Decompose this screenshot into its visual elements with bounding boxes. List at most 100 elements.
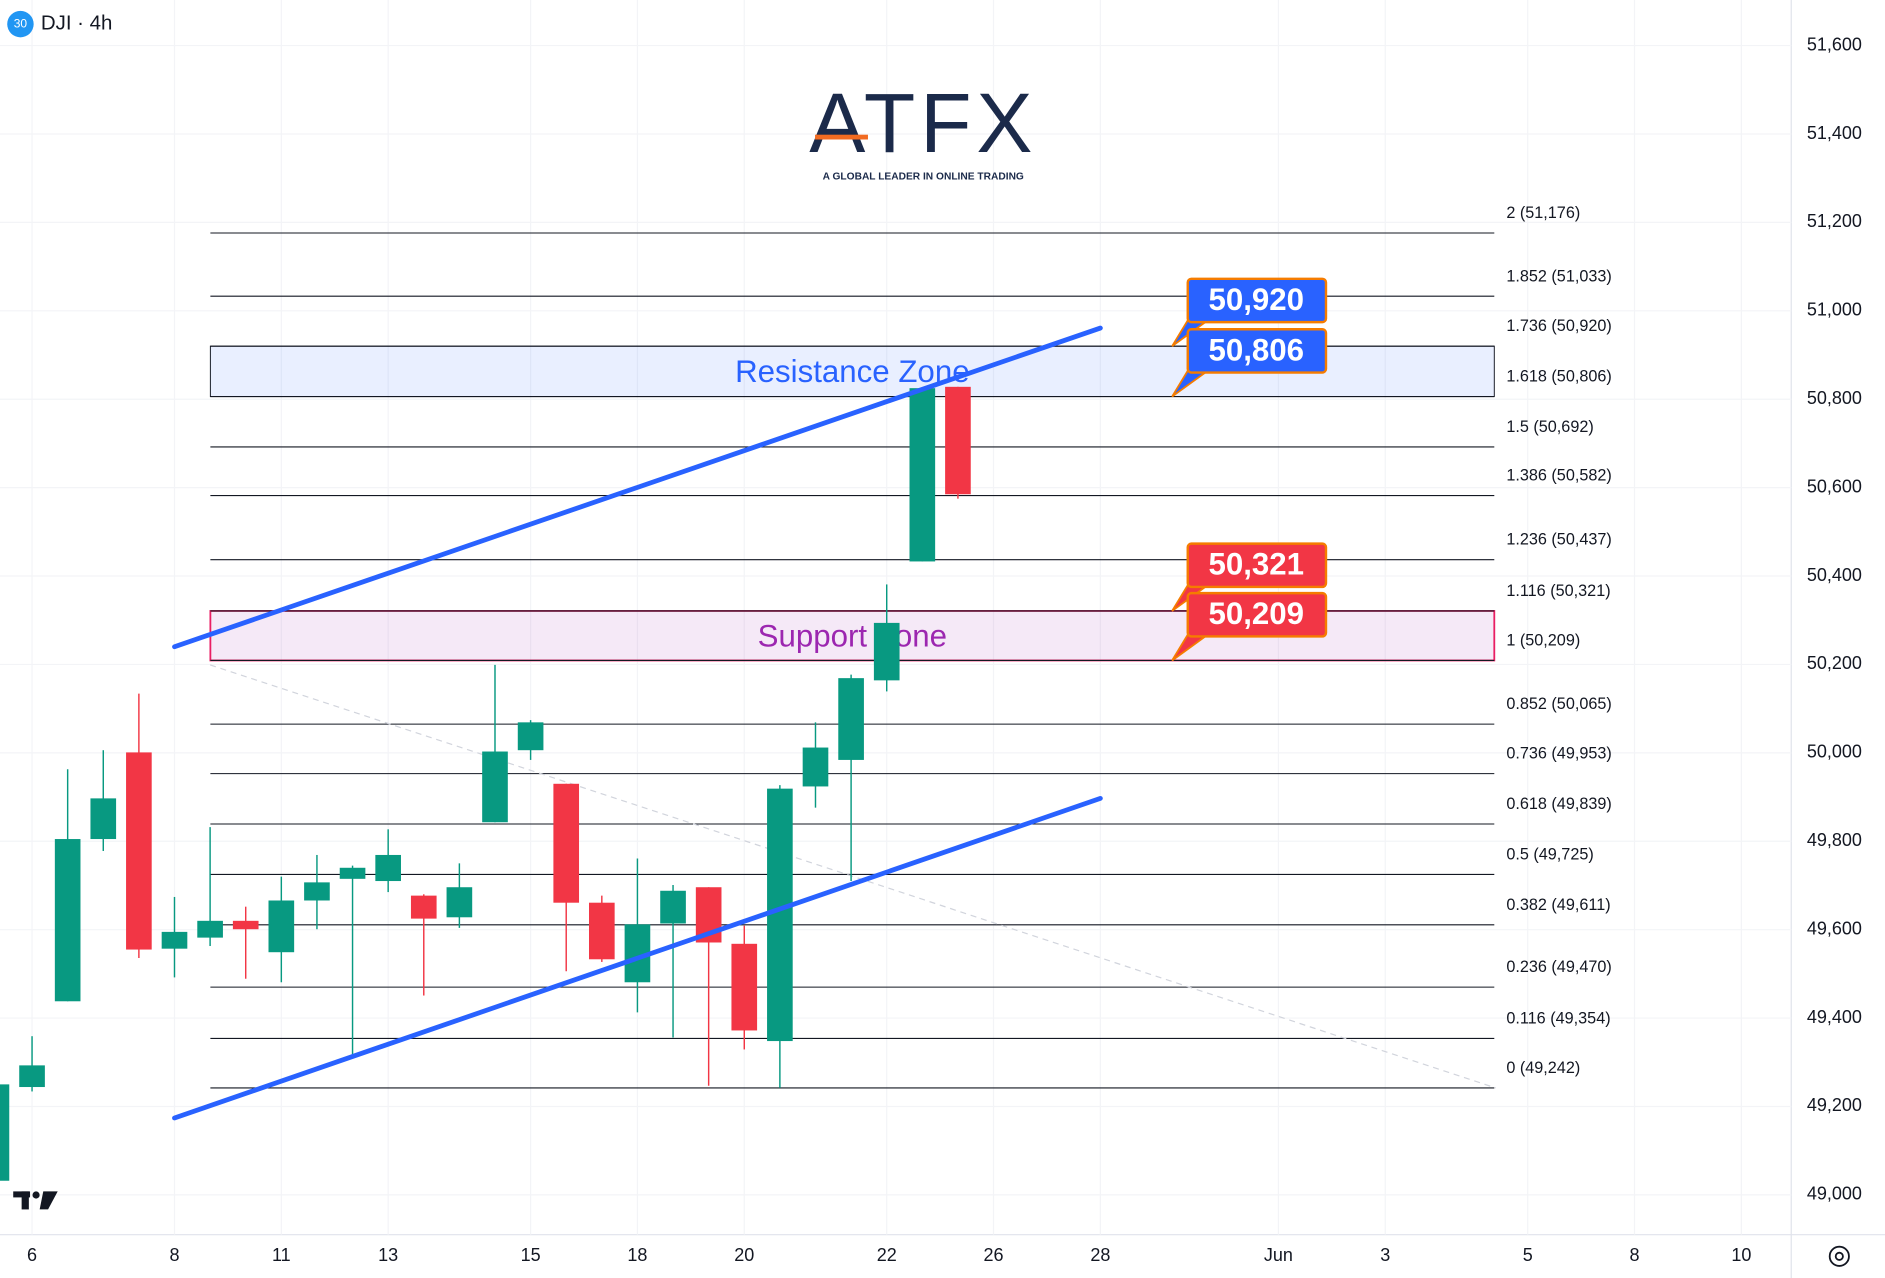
callout-label: 50,806 bbox=[1208, 332, 1304, 367]
candle-body bbox=[232, 920, 259, 930]
x-tick-label: 18 bbox=[627, 1245, 647, 1265]
fib-label: 0.5 (49,725) bbox=[1506, 845, 1593, 863]
callout-label: 50,321 bbox=[1208, 547, 1304, 582]
y-tick-label: 50,600 bbox=[1807, 476, 1862, 496]
y-tick-label: 50,800 bbox=[1807, 388, 1862, 408]
fib-label: 0.736 (49,953) bbox=[1506, 745, 1612, 763]
fib-label: 1.736 (50,920) bbox=[1506, 317, 1612, 335]
logo-tagline: A GLOBAL LEADER IN ONLINE TRADING bbox=[823, 171, 1024, 182]
trend-line bbox=[172, 325, 1103, 650]
fib-label: 2 (51,176) bbox=[1506, 204, 1580, 222]
callout-label: 50,920 bbox=[1208, 282, 1304, 317]
candle-body bbox=[90, 798, 117, 840]
candle-body bbox=[446, 887, 473, 918]
fib-label: 1.236 (50,437) bbox=[1506, 531, 1612, 549]
logo: ATFX bbox=[809, 76, 1037, 170]
trend-line bbox=[172, 795, 1103, 1121]
zone-label: Resistance Zone bbox=[735, 354, 970, 389]
logo-part bbox=[21, 1191, 29, 1210]
candle-body bbox=[767, 788, 793, 1042]
candle-body bbox=[19, 1065, 45, 1088]
candle-body bbox=[126, 752, 152, 950]
x-tick-label: Jun bbox=[1264, 1245, 1293, 1265]
x-tick-label: 28 bbox=[1090, 1245, 1110, 1265]
fib-label: 0.618 (49,839) bbox=[1506, 795, 1612, 813]
x-tick-label: 6 bbox=[27, 1245, 37, 1265]
candle-body bbox=[161, 931, 188, 949]
candle-body bbox=[268, 900, 295, 953]
y-tick-label: 51,400 bbox=[1807, 123, 1862, 143]
y-tick-label: 49,600 bbox=[1807, 918, 1862, 938]
candle-body bbox=[945, 386, 971, 495]
candle-body bbox=[339, 867, 366, 879]
y-tick-label: 51,200 bbox=[1807, 211, 1862, 231]
y-tick-label: 50,400 bbox=[1807, 565, 1862, 585]
dashed-line bbox=[209, 664, 1496, 1089]
candle-body bbox=[375, 854, 401, 882]
y-tick-label: 51,000 bbox=[1807, 300, 1862, 320]
candle-body bbox=[838, 678, 864, 760]
x-tick-label: 11 bbox=[272, 1245, 291, 1265]
y-tick-label: 49,400 bbox=[1807, 1007, 1862, 1027]
candle-body bbox=[0, 1084, 10, 1181]
fib-label: 1.386 (50,582) bbox=[1506, 467, 1612, 485]
fib-label: 1.116 (50,321) bbox=[1506, 582, 1610, 600]
x-tick-label: 3 bbox=[1380, 1245, 1390, 1265]
symbol-badge bbox=[7, 10, 34, 38]
x-tick-label: 8 bbox=[169, 1245, 179, 1265]
y-tick-label: 50,200 bbox=[1807, 653, 1862, 673]
x-tick-label: 22 bbox=[877, 1245, 897, 1265]
logo-part bbox=[39, 1191, 58, 1210]
x-tick-label: 15 bbox=[521, 1245, 541, 1265]
fib-label: 1 (50,209) bbox=[1506, 632, 1580, 650]
candle-body bbox=[589, 902, 615, 960]
settings-icon[interactable] bbox=[1828, 1245, 1850, 1267]
settings-icon[interactable] bbox=[1834, 1251, 1844, 1261]
tradingview-logo bbox=[13, 1191, 58, 1210]
candle-body bbox=[909, 388, 936, 562]
x-tick-label: 5 bbox=[1523, 1245, 1533, 1265]
callout-box bbox=[1186, 591, 1328, 638]
fib-label: 0.236 (49,470) bbox=[1506, 958, 1612, 976]
logo-part bbox=[32, 1191, 40, 1199]
candle-body bbox=[873, 622, 900, 681]
candle-body bbox=[517, 722, 544, 751]
candle-body bbox=[54, 839, 81, 1002]
callout-box bbox=[1186, 328, 1328, 374]
candle-body bbox=[553, 783, 580, 903]
candle-body bbox=[660, 890, 686, 924]
x-tick-label: 8 bbox=[1630, 1245, 1640, 1265]
symbol-title[interactable]: DJI · 4h bbox=[41, 12, 113, 34]
candle-body bbox=[197, 920, 223, 938]
candle-body bbox=[731, 943, 758, 1031]
callout-box bbox=[1186, 277, 1328, 324]
grid bbox=[0, 0, 1792, 1235]
fib-label: 1.5 (50,692) bbox=[1506, 418, 1593, 436]
fib-label: 1.852 (51,033) bbox=[1506, 267, 1612, 285]
fib-label: 0.116 (49,354) bbox=[1506, 1009, 1610, 1027]
callout-box bbox=[1186, 542, 1328, 589]
plot: Resistance Zone Support Zone 2 (51,176) 1.8… bbox=[0, 204, 1612, 1181]
x-tick-label: 13 bbox=[378, 1245, 398, 1265]
candle-body bbox=[410, 895, 437, 919]
candle-body bbox=[802, 747, 829, 787]
callout-label: 50,209 bbox=[1208, 596, 1304, 631]
settings-button[interactable] bbox=[1828, 1245, 1850, 1267]
badge-text: 30 bbox=[14, 16, 28, 30]
y-tick-label: 49,200 bbox=[1807, 1095, 1862, 1115]
candle-body bbox=[304, 882, 330, 901]
x-tick-label: 20 bbox=[734, 1245, 754, 1265]
y-tick-label: 49,000 bbox=[1807, 1184, 1862, 1204]
y-tick-label: 50,000 bbox=[1807, 742, 1862, 762]
candle-body bbox=[482, 751, 508, 823]
fib-label: 0.852 (50,065) bbox=[1506, 695, 1612, 713]
logo-accent bbox=[815, 134, 868, 140]
zone-label: Support Zone bbox=[758, 618, 947, 653]
fib-label: 1.618 (50,806) bbox=[1506, 368, 1612, 386]
fib-label: 0 (49,242) bbox=[1506, 1059, 1580, 1077]
x-tick-label: 26 bbox=[984, 1245, 1004, 1265]
x-tick-label: 10 bbox=[1731, 1245, 1751, 1265]
y-tick-label: 51,600 bbox=[1807, 34, 1862, 54]
